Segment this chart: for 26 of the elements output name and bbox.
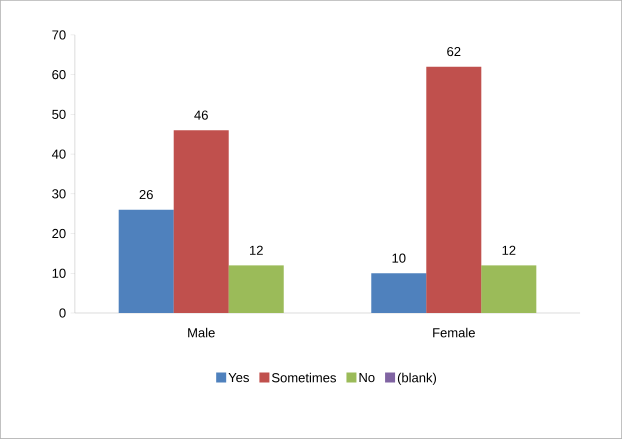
x-tick-label: Male bbox=[188, 328, 215, 338]
legend-label: Yes bbox=[228, 373, 249, 382]
y-tick-label: 10 bbox=[52, 268, 66, 278]
y-tick-label: 30 bbox=[52, 189, 66, 198]
legend-label: No bbox=[360, 373, 375, 382]
legend-label: Sometimes bbox=[272, 372, 336, 382]
data-label: 12 bbox=[502, 246, 516, 255]
bar bbox=[481, 265, 536, 314]
x-tick-label: Female bbox=[433, 328, 475, 338]
data-label: 62 bbox=[447, 46, 460, 56]
bar bbox=[371, 273, 426, 314]
bar bbox=[426, 66, 482, 314]
data-label: 46 bbox=[194, 110, 208, 120]
data-label: 12 bbox=[250, 246, 263, 255]
bar bbox=[118, 210, 174, 314]
data-label: 10 bbox=[392, 254, 406, 263]
legend-label: (blank) bbox=[398, 372, 436, 385]
bar bbox=[174, 130, 229, 314]
y-tick-label: 40 bbox=[52, 150, 66, 159]
y-tick-label: 60 bbox=[52, 70, 66, 80]
y-tick-label: 70 bbox=[52, 30, 66, 40]
y-tick-label: 0 bbox=[59, 308, 66, 318]
data-label: 26 bbox=[140, 190, 153, 200]
bar bbox=[228, 265, 284, 314]
y-tick-label: 50 bbox=[52, 110, 66, 119]
y-tick-label: 20 bbox=[52, 228, 66, 238]
